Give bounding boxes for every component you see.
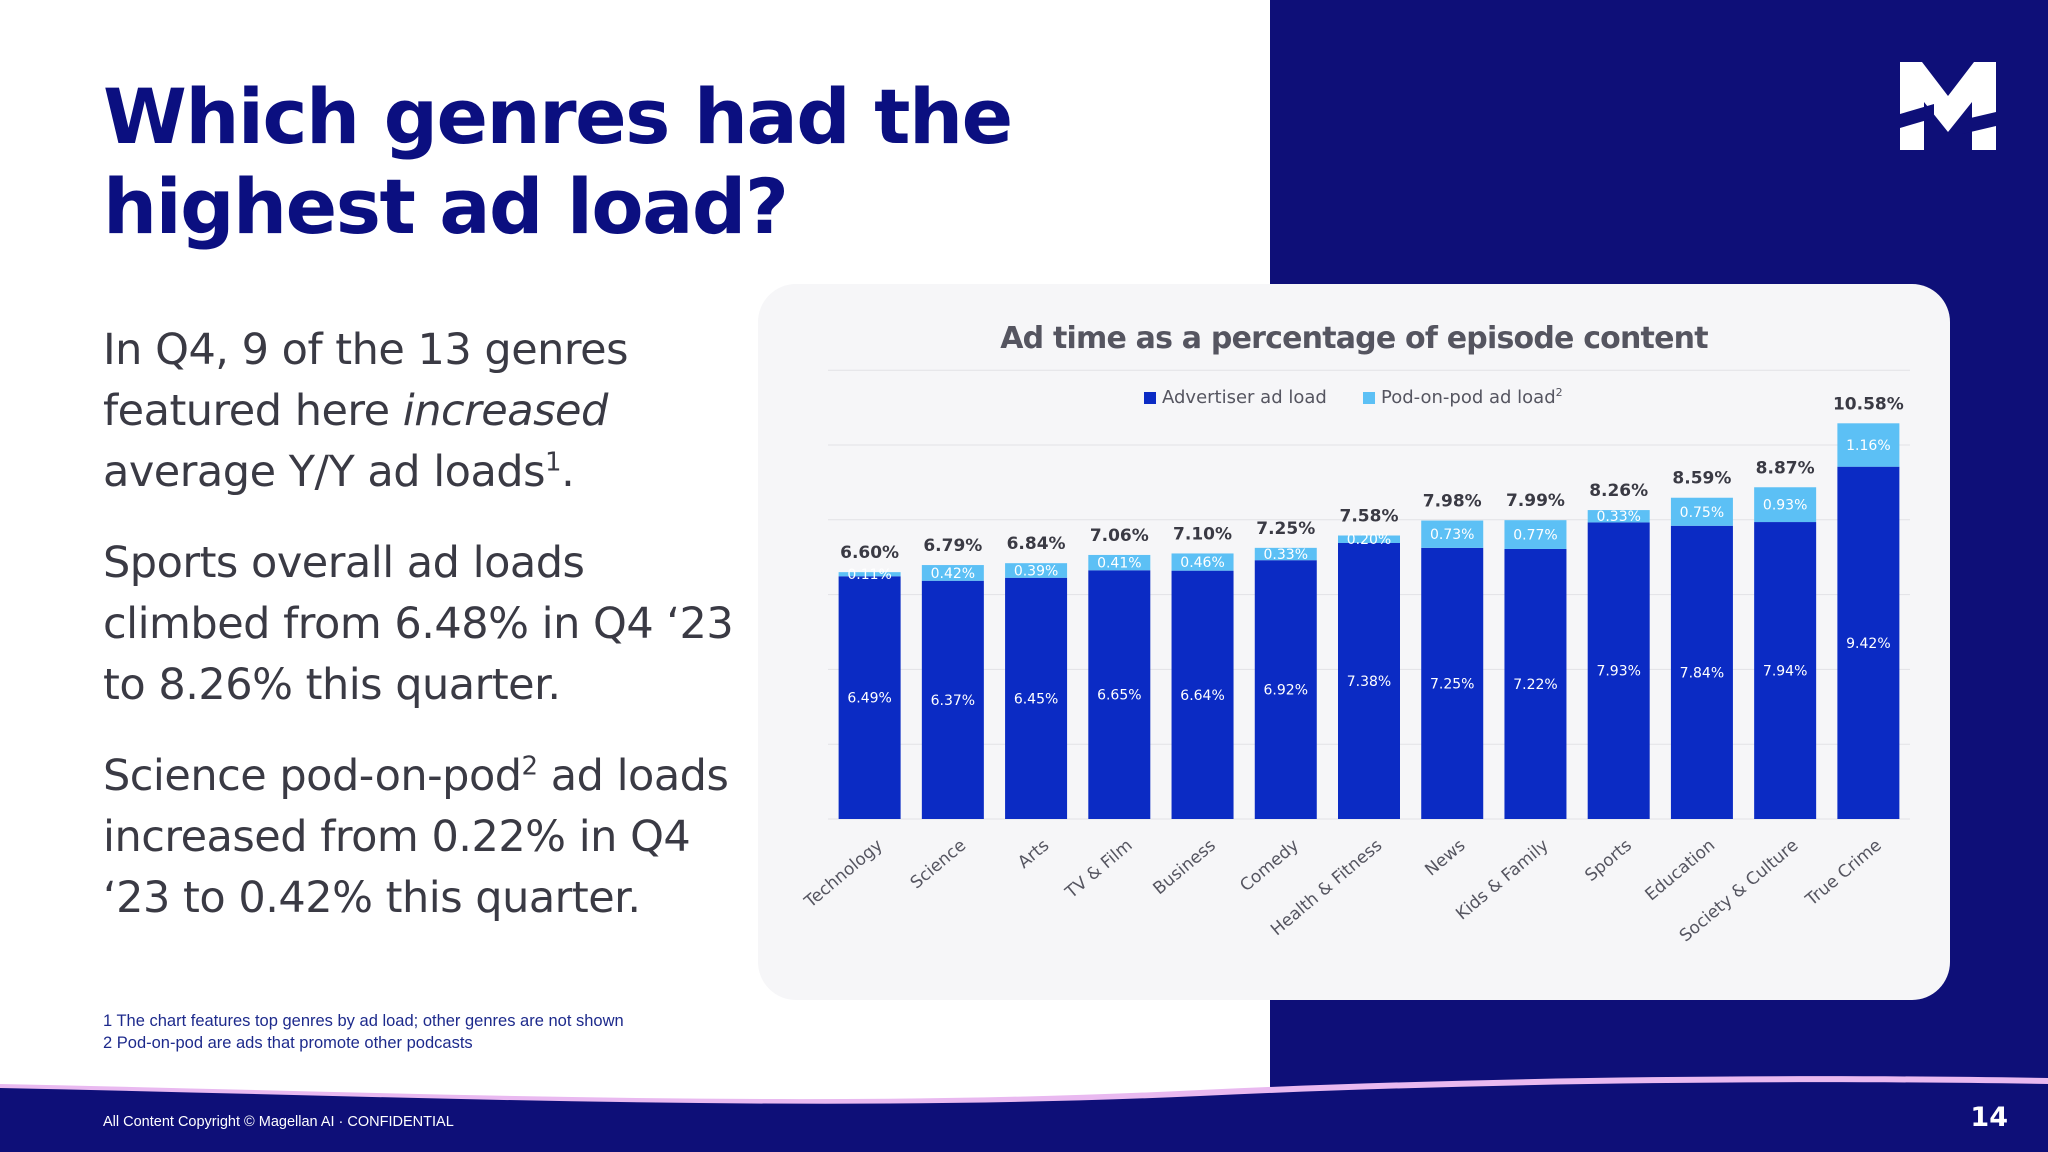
footnote-2: 2 Pod-on-pod are ads that promote other … <box>103 1034 473 1052</box>
bar-advertiser <box>1338 542 1400 819</box>
data-label-advertiser: 7.84% <box>1680 665 1724 681</box>
data-label-pod-on-pod: 0.33% <box>1596 509 1640 525</box>
legend-swatch-pod-on-pod <box>1363 392 1375 404</box>
x-tick-label: Technology <box>800 836 887 913</box>
x-tick-label: TV & Film <box>1061 836 1136 904</box>
bar-advertiser <box>1754 522 1817 819</box>
data-label-pod-on-pod: 0.73% <box>1430 527 1474 543</box>
bar-advertiser <box>1670 525 1733 819</box>
data-label-pod-on-pod: 0.41% <box>1097 556 1141 572</box>
paragraph-sports: Sports overall ad loads climbed from 6.4… <box>103 538 734 710</box>
bar-advertiser <box>1504 548 1567 819</box>
data-label-pod-on-pod: 0.77% <box>1513 528 1557 544</box>
bar-pod-on-pod <box>921 565 984 581</box>
data-label-advertiser: 7.22% <box>1513 677 1557 693</box>
data-label-advertiser: 6.64% <box>1180 688 1224 704</box>
data-label-advertiser: 7.94% <box>1763 664 1807 680</box>
data-label-advertiser: 6.92% <box>1264 683 1308 699</box>
data-label-pod-on-pod: 0.20% <box>1347 532 1391 548</box>
data-label-pod-on-pod: 1.16% <box>1846 438 1890 454</box>
bar-pod-on-pod <box>838 572 901 577</box>
bar-advertiser <box>1088 570 1151 819</box>
bar-pod-on-pod <box>1837 423 1900 467</box>
data-label-total: 7.06% <box>1090 526 1149 546</box>
copyright-text: All Content Copyright © Magellan AI · CO… <box>103 1114 454 1130</box>
bar-advertiser <box>1171 570 1234 819</box>
paragraph-genres: In Q4, 9 of the 13 genres featured here … <box>103 325 629 497</box>
data-label-pod-on-pod: 0.39% <box>1014 563 1058 579</box>
bar-pod-on-pod <box>1005 563 1068 578</box>
bar-pod-on-pod <box>1171 553 1234 571</box>
x-tick-label: Business <box>1149 835 1219 899</box>
x-tick-label: Sports <box>1581 835 1636 885</box>
data-label-total: 8.26% <box>1589 481 1648 501</box>
chart-title: Ad time as a percentage of episode conte… <box>1000 321 1708 356</box>
chart-card: Ad time as a percentage of episode conte… <box>758 284 1950 1000</box>
legend-label-advertiser: Advertiser ad load <box>1162 387 1327 408</box>
body-text: In Q4, 9 of the 13 genres featured here … <box>103 320 753 959</box>
data-label-total: 10.58% <box>1833 394 1904 414</box>
bar-advertiser <box>838 576 901 819</box>
x-tick-label: Comedy <box>1236 836 1303 896</box>
bar-advertiser <box>1254 560 1317 819</box>
x-tick-label: Arts <box>1014 835 1053 872</box>
bar-advertiser <box>1005 577 1068 819</box>
data-label-advertiser: 9.42% <box>1846 636 1890 652</box>
page-number: 14 <box>1970 1102 2008 1133</box>
bar-pod-on-pod <box>1504 520 1567 549</box>
data-label-total: 6.79% <box>923 536 982 556</box>
data-label-pod-on-pod: 0.11% <box>847 567 891 583</box>
data-label-total: 6.60% <box>840 543 899 563</box>
data-label-total: 7.99% <box>1506 491 1565 511</box>
data-label-pod-on-pod: 0.93% <box>1763 498 1807 514</box>
bar-advertiser <box>1421 547 1484 819</box>
footnotes: 1 The chart features top genres by ad lo… <box>103 1010 903 1054</box>
bar-pod-on-pod <box>1587 510 1650 523</box>
x-tick-label: Science <box>907 836 970 894</box>
x-tick-label: Education <box>1641 836 1719 906</box>
data-label-advertiser: 6.45% <box>1014 691 1058 707</box>
data-label-advertiser: 7.38% <box>1347 674 1391 690</box>
data-label-advertiser: 6.65% <box>1097 688 1141 704</box>
bar-pod-on-pod <box>1254 547 1317 561</box>
footer-wave <box>0 1076 2048 1152</box>
data-label-pod-on-pod: 0.33% <box>1264 547 1308 563</box>
bar-advertiser <box>1837 466 1900 819</box>
data-label-total: 7.10% <box>1173 524 1232 544</box>
page-title: Which genres had the highest ad load? <box>103 72 1013 251</box>
data-label-pod-on-pod: 0.75% <box>1680 505 1724 521</box>
bar-advertiser <box>921 580 984 819</box>
data-label-total: 6.84% <box>1007 534 1066 554</box>
data-label-total: 7.98% <box>1423 492 1482 512</box>
data-label-pod-on-pod: 0.42% <box>931 566 975 582</box>
footnote-1: 1 The chart features top genres by ad lo… <box>103 1012 624 1030</box>
data-label-total: 8.87% <box>1756 458 1815 478</box>
bar-pod-on-pod <box>1670 497 1733 526</box>
data-label-advertiser: 7.25% <box>1430 676 1474 692</box>
legend-label-pod-on-pod: Pod-on-pod ad load2 <box>1381 386 1563 408</box>
bar-pod-on-pod <box>1088 554 1151 571</box>
legend-swatch-advertiser <box>1144 392 1156 404</box>
stacked-bar-chart: Ad time as a percentage of episode conte… <box>800 321 1910 946</box>
data-label-pod-on-pod: 0.46% <box>1180 555 1224 571</box>
x-tick-label: True Crime <box>1801 836 1885 911</box>
data-label-total: 8.59% <box>1672 469 1731 489</box>
x-tick-label: News <box>1421 835 1469 880</box>
bar-pod-on-pod <box>1338 535 1400 543</box>
paragraph-science: Science pod-on-pod2 ad loads increased f… <box>103 751 729 923</box>
data-label-total: 7.25% <box>1256 519 1315 539</box>
data-label-advertiser: 7.93% <box>1596 664 1640 680</box>
data-label-total: 7.58% <box>1340 507 1399 527</box>
magellan-m-logo-icon <box>1900 62 1996 150</box>
bar-pod-on-pod <box>1754 487 1817 523</box>
data-label-advertiser: 6.37% <box>931 693 975 709</box>
bar-advertiser <box>1587 522 1650 819</box>
data-label-advertiser: 6.49% <box>847 691 891 707</box>
bar-pod-on-pod <box>1421 520 1484 548</box>
